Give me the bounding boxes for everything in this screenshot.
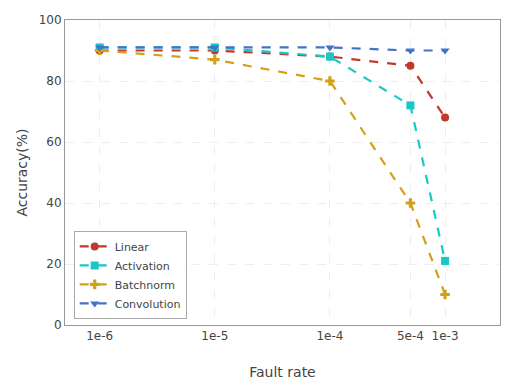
svg-text:Accuracy(%): Accuracy(%) <box>14 128 30 216</box>
svg-text:Batchnorm: Batchnorm <box>115 279 175 292</box>
svg-text:1e-6: 1e-6 <box>86 329 113 343</box>
svg-text:40: 40 <box>46 196 61 210</box>
svg-text:60: 60 <box>46 135 61 149</box>
svg-text:5e-4: 5e-4 <box>397 329 424 343</box>
svg-text:Convolution: Convolution <box>115 298 181 311</box>
svg-text:1e-4: 1e-4 <box>316 329 343 343</box>
svg-text:Linear: Linear <box>115 241 150 254</box>
svg-text:Activation: Activation <box>115 260 170 273</box>
svg-text:100: 100 <box>39 13 62 27</box>
svg-text:1e-5: 1e-5 <box>201 329 228 343</box>
svg-text:0: 0 <box>54 318 62 332</box>
svg-text:Fault rate: Fault rate <box>249 364 316 380</box>
svg-text:1e-3: 1e-3 <box>432 329 459 343</box>
svg-text:80: 80 <box>46 74 61 88</box>
svg-text:20: 20 <box>46 257 61 271</box>
